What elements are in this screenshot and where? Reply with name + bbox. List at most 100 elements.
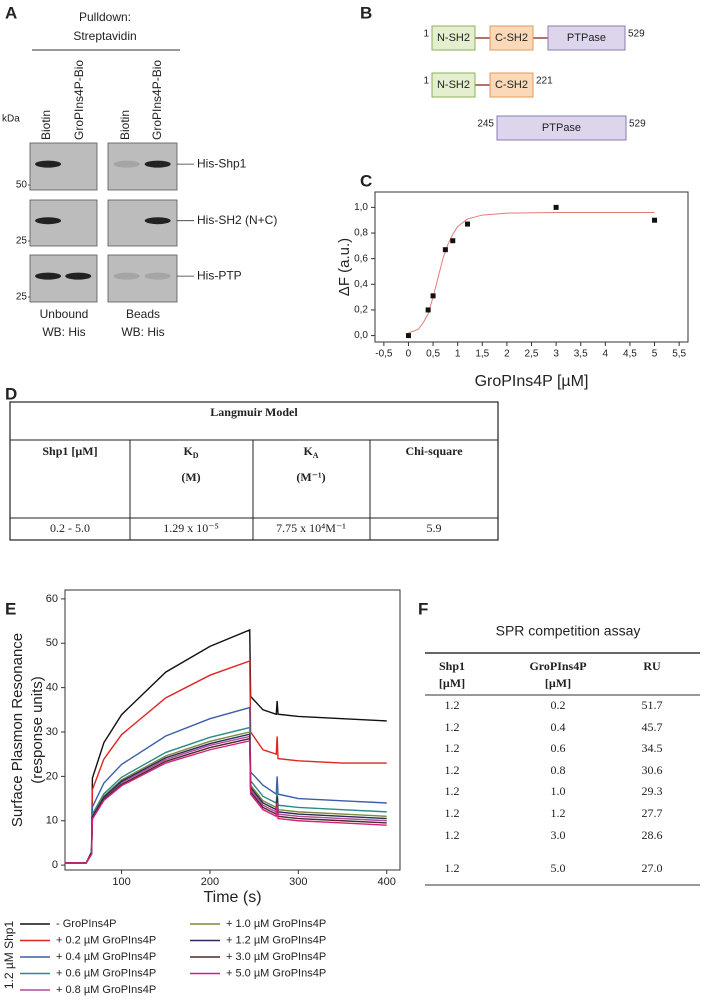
legend-label: + 0.6 µM GroPIns4P — [56, 967, 156, 979]
table-cell: 1.2 — [445, 828, 460, 842]
table-cell: 0.6 — [551, 741, 566, 755]
x-tick-label: 3,5 — [574, 349, 588, 360]
band-label: His-Shp1 — [197, 156, 247, 170]
x-tick-label: 1,5 — [475, 349, 489, 360]
header-sub: D — [193, 451, 199, 460]
legend-label: - GroPIns4P — [56, 918, 117, 930]
domain-label: N-SH2 — [437, 32, 470, 44]
residue: 529 — [628, 29, 645, 40]
band-label: His-PTP — [197, 268, 242, 282]
y-axis-title: ΔF (a.u.) — [336, 238, 353, 296]
domain-label: PTPase — [567, 32, 606, 44]
group-label: Beads — [126, 307, 160, 321]
table-cell: 34.5 — [642, 741, 663, 755]
group-label: WB: His — [42, 325, 85, 339]
band — [35, 160, 62, 168]
y-tick-label: 40 — [46, 682, 58, 694]
series-line — [65, 740, 387, 864]
x-tick-label: 2,5 — [525, 349, 539, 360]
table-cell: 1.0 — [551, 784, 566, 798]
x-axis-title: GroPIns4P [µM] — [475, 373, 589, 390]
table-cell: 1.2 — [551, 806, 566, 820]
x-tick-label: 2 — [504, 349, 510, 360]
point — [450, 238, 456, 244]
y-tick-label: 20 — [46, 770, 58, 782]
domain — [431, 25, 476, 51]
table-header: [µM] — [545, 676, 571, 690]
table-header: Shp1 [µM] — [42, 444, 97, 458]
table-frame — [9, 401, 499, 541]
table-header: Shp1 — [439, 659, 465, 673]
table-cell: 1.29 x 10⁻⁵ — [163, 521, 219, 535]
band — [35, 217, 62, 225]
table-cell: 0.2 - 5.0 — [50, 521, 90, 535]
band — [144, 160, 171, 168]
table-cell: 3.0 — [551, 828, 566, 842]
residue: 1 — [423, 29, 429, 40]
residue: 221 — [536, 76, 553, 87]
table-cell: 5.0 — [551, 861, 566, 875]
table-cell: 30.6 — [642, 763, 663, 777]
header-text: K — [183, 444, 193, 458]
x-tick-label: 5,5 — [672, 349, 686, 360]
y-tick-label: 0,6 — [354, 253, 368, 264]
domain-label: PTPase — [542, 122, 581, 134]
y-tick-label: 0,4 — [354, 279, 368, 290]
domain-label: C-SH2 — [495, 79, 528, 91]
panel-label: A — [5, 3, 17, 22]
table-cell: 29.3 — [642, 784, 663, 798]
y-tick-label: 0,0 — [354, 330, 368, 341]
x-tick-label: 4 — [603, 349, 609, 360]
panel-label: D — [5, 384, 17, 403]
band-label: His-SH2 (N+C) — [197, 213, 277, 227]
y-tick-label: 0,8 — [354, 228, 368, 239]
domain — [547, 25, 626, 51]
x-tick-label: 4,5 — [623, 349, 637, 360]
x-tick-label: 300 — [289, 876, 307, 888]
y-tick-label: 0 — [52, 859, 58, 871]
panel-label: E — [5, 599, 16, 618]
lane-label: GroPIns4P-Bio — [72, 60, 86, 140]
x-tick-label: 5 — [652, 349, 658, 360]
kda-label: kDa — [2, 114, 20, 125]
band — [144, 217, 171, 225]
table-header: KA — [303, 444, 318, 461]
table-title: Langmuir Model — [210, 405, 298, 419]
x-tick-label: 3 — [553, 349, 559, 360]
residue: 1 — [423, 76, 429, 87]
band — [144, 272, 171, 280]
point — [465, 221, 471, 227]
domain — [489, 25, 534, 51]
table-cell: 28.6 — [642, 828, 663, 842]
x-tick-label: 100 — [112, 876, 130, 888]
table-header: [µM] — [439, 676, 465, 690]
header-unit: (M) — [181, 470, 200, 484]
panel-label: F — [418, 599, 428, 618]
panel-label: B — [360, 3, 372, 22]
y-tick-label: 0,2 — [354, 305, 368, 316]
lane-label: Biotin — [39, 110, 53, 140]
table-cell: 1.2 — [445, 720, 460, 734]
table-cell: 5.9 — [427, 521, 442, 535]
table-cell: 45.7 — [642, 720, 663, 734]
table-header: GroPIns4P — [529, 659, 586, 673]
domain — [489, 72, 534, 98]
domain-label: N-SH2 — [437, 79, 470, 91]
legend-label: + 1.0 µM GroPIns4P — [226, 918, 326, 930]
x-tick-label: 0 — [406, 349, 412, 360]
table-cell: 1.2 — [445, 784, 460, 798]
y-tick-label: 50 — [46, 637, 58, 649]
table-cell: 27.7 — [642, 806, 663, 820]
point — [425, 307, 431, 313]
header-text: K — [303, 444, 313, 458]
lane-label: Biotin — [118, 110, 132, 140]
header-unit: (M⁻¹) — [296, 470, 325, 484]
y-tick-label: 30 — [46, 726, 58, 738]
table-cell: 1.2 — [445, 698, 460, 712]
table-cell: 1.2 — [445, 861, 460, 875]
band — [113, 160, 140, 168]
x-tick-label: 1 — [455, 349, 461, 360]
x-tick-label: 400 — [378, 876, 396, 888]
legend-label: + 0.8 µM GroPIns4P — [56, 984, 156, 996]
point — [405, 333, 411, 339]
